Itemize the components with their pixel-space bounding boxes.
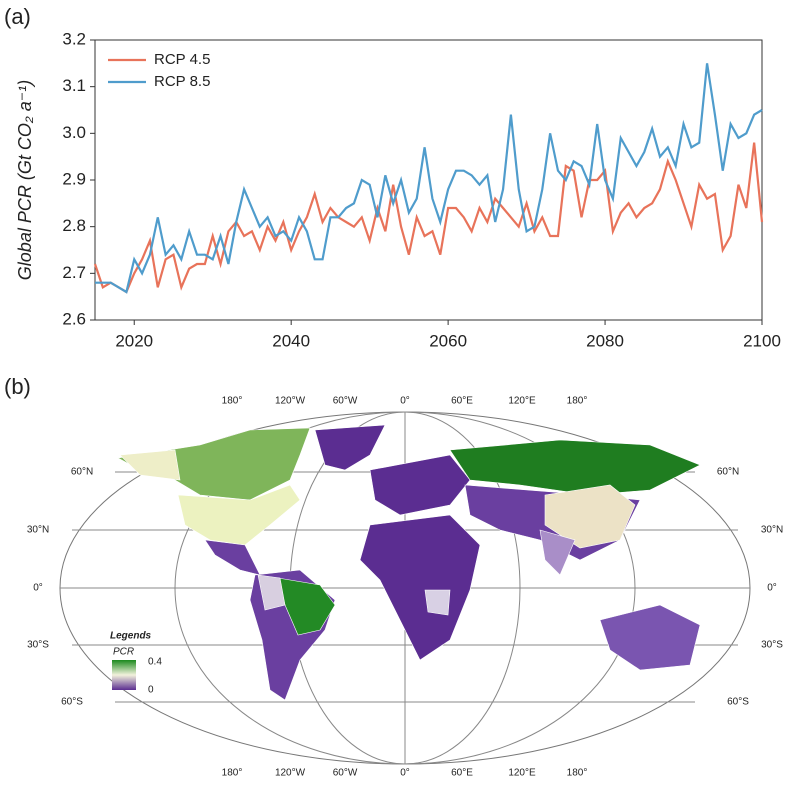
lat-label: 30°N xyxy=(761,525,783,536)
map: 180° 180° 120°W 120°W 60°W 60°W 0° 0° 60°E 60°E 12… xyxy=(27,396,783,779)
y-tick-label: 2.7 xyxy=(62,263,86,282)
lat-label: 30°S xyxy=(761,640,783,651)
y-axis-label: Global PCR (Gt CO₂ a⁻¹) xyxy=(15,80,35,280)
lon-label: 0° xyxy=(400,396,410,407)
map-labels: 180° 180° 120°W 120°W 60°W 60°W 0° 0° 60°E 60°E 12… xyxy=(27,396,783,779)
lon-label: 120°W xyxy=(275,396,306,407)
lon-label: 60°E xyxy=(451,768,473,779)
y-tick-label: 3.2 xyxy=(62,29,86,48)
legend-label: RCP 8.5 xyxy=(154,73,210,90)
series-line xyxy=(93,142,764,294)
alaska xyxy=(119,449,181,481)
russia xyxy=(449,439,701,496)
legend-label: RCP 4.5 xyxy=(154,51,210,68)
meridian xyxy=(174,411,636,765)
lat-label: 0° xyxy=(767,583,777,594)
lon-label: 180° xyxy=(567,768,588,779)
mexico xyxy=(204,539,261,576)
y-tick-label: 3.0 xyxy=(62,123,86,142)
lon-label: 180° xyxy=(222,768,243,779)
india xyxy=(539,529,576,576)
x-tick-label: 2020 xyxy=(115,331,153,350)
lat-label: 60°S xyxy=(727,697,749,708)
lat-label: 60°N xyxy=(717,467,739,478)
lon-label: 0° xyxy=(400,768,410,779)
lon-label: 60°E xyxy=(451,396,473,407)
countries xyxy=(117,424,701,701)
x-tick-label: 2040 xyxy=(272,331,310,350)
series-line xyxy=(95,63,763,294)
lon-label: 120°E xyxy=(508,396,536,407)
y-tick-label: 2.8 xyxy=(62,216,86,235)
greenland xyxy=(314,424,386,471)
x-tick-label: 2080 xyxy=(586,331,624,350)
lon-label: 180° xyxy=(222,396,243,407)
panel-label: (b) xyxy=(4,374,31,399)
usa xyxy=(177,484,301,546)
colorbar xyxy=(112,660,136,690)
y-tick-label: 2.9 xyxy=(62,169,86,188)
map-legend: Legends PCR 0.4 0 xyxy=(110,631,162,696)
legend-label: PCR xyxy=(113,647,134,658)
lat-label: 60°N xyxy=(71,467,93,478)
lat-label: 0° xyxy=(33,583,43,594)
x-tick-label: 2100 xyxy=(743,331,781,350)
lon-label: 120°E xyxy=(508,768,536,779)
panel-label: (a) xyxy=(4,4,31,29)
lat-label: 30°S xyxy=(27,640,49,651)
y-tick-label: 3.1 xyxy=(62,76,86,95)
colombia-peru xyxy=(257,574,286,611)
lon-label: 180° xyxy=(567,396,588,407)
lat-label: 30°N xyxy=(27,525,49,536)
central-africa xyxy=(424,589,451,616)
china xyxy=(544,484,636,549)
legend-max: 0.4 xyxy=(148,657,162,668)
lat-label: 60°S xyxy=(61,697,83,708)
legend-min: 0 xyxy=(148,685,154,696)
x-tick-label: 2060 xyxy=(429,331,467,350)
lon-label: 120°W xyxy=(275,768,306,779)
y-tick-label: 2.6 xyxy=(62,309,86,328)
africa xyxy=(359,514,481,661)
lon-label: 60°W xyxy=(333,396,358,407)
lon-label: 60°W xyxy=(333,768,358,779)
europe xyxy=(369,454,471,516)
australia xyxy=(599,604,701,671)
legend-title: Legends xyxy=(110,631,152,642)
